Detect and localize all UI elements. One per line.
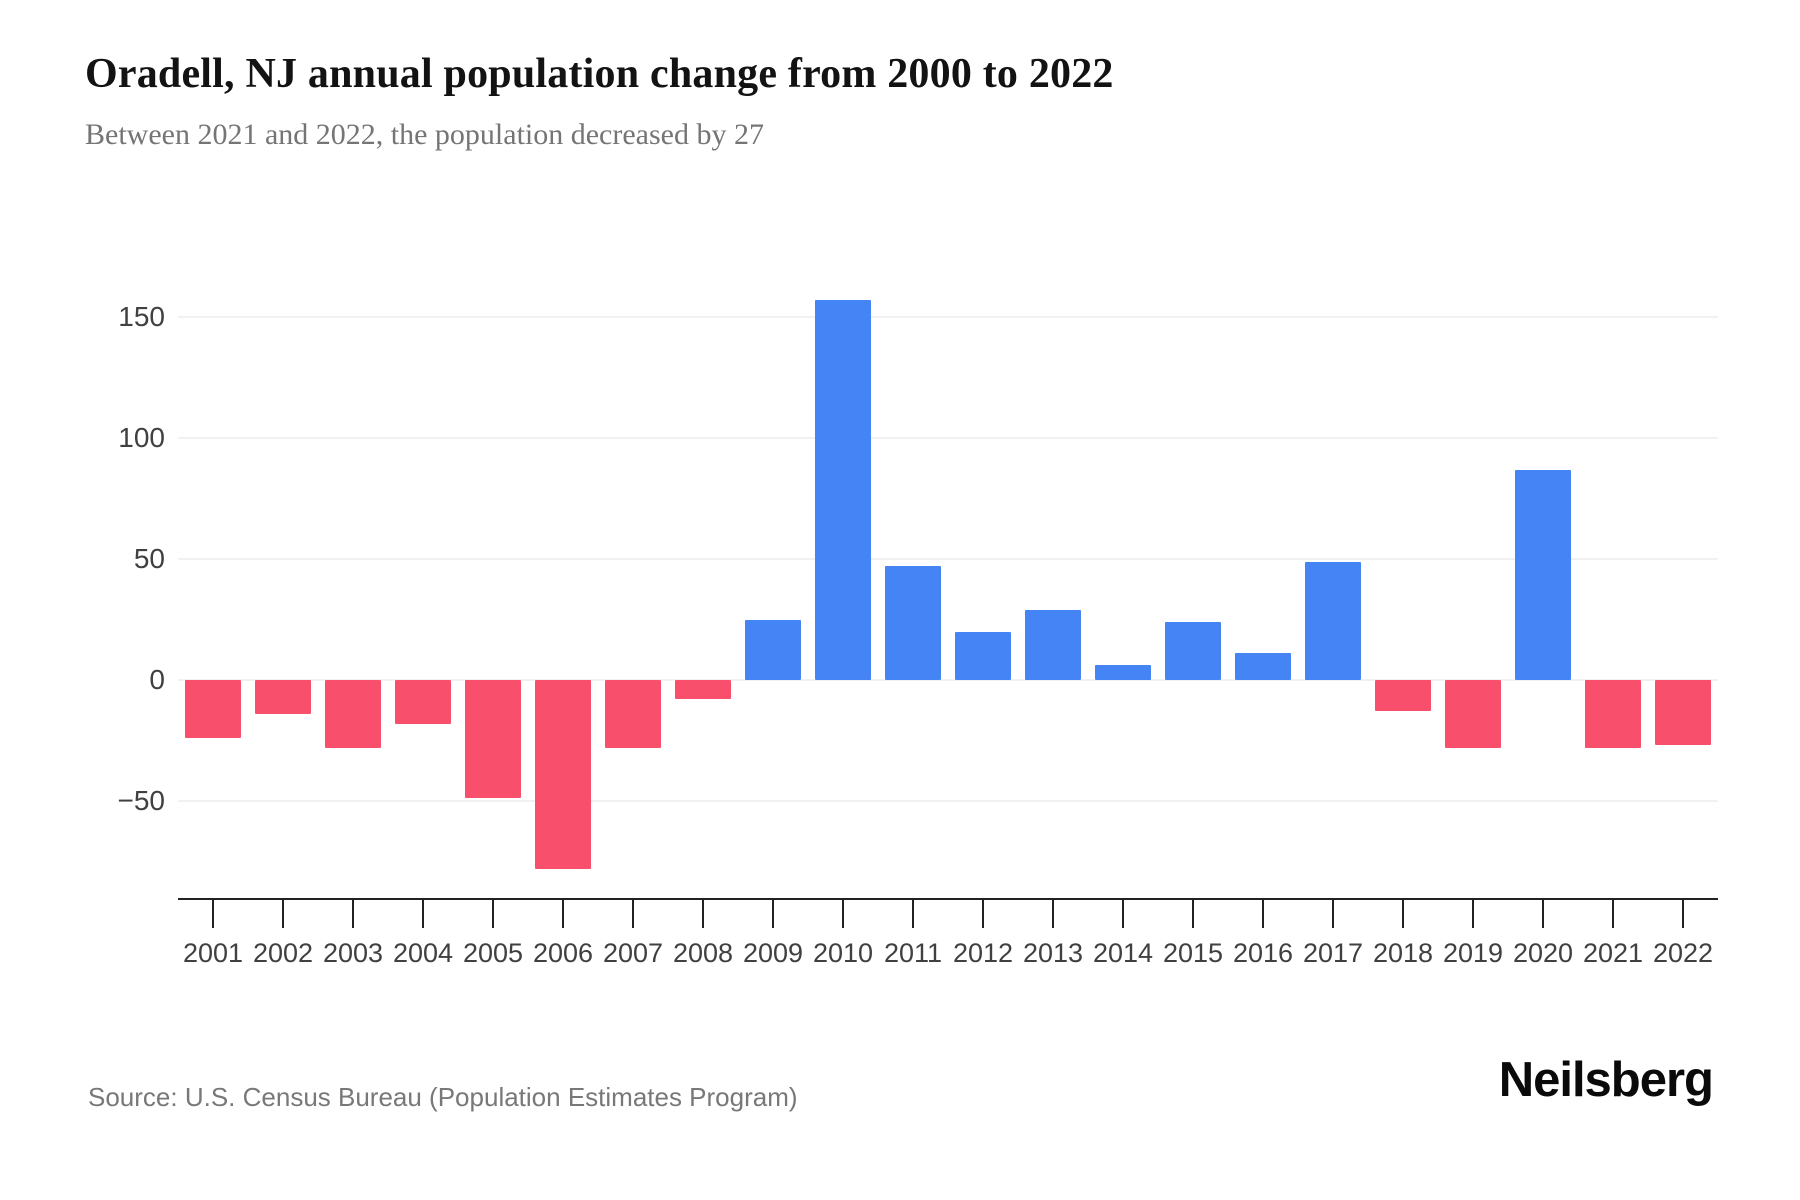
neilsberg-logo: Neilsberg: [1498, 1053, 1714, 1107]
x-tick-2005: [492, 900, 494, 928]
x-axis-label-2019: 2019: [1442, 938, 1504, 968]
x-tick-2012: [982, 900, 984, 928]
x-axis-label-2003: 2003: [322, 938, 384, 968]
gridline--50: [178, 799, 1718, 802]
bar-2006[interactable]: [535, 680, 591, 869]
bar-2016[interactable]: [1235, 653, 1291, 680]
bar-2012[interactable]: [955, 631, 1011, 680]
source-text: Source: U.S. Census Bureau (Population E…: [88, 1082, 798, 1112]
y-axis-label-100: 100: [118, 422, 165, 454]
x-axis-label-2013: 2013: [1022, 938, 1084, 968]
x-axis-label-2005: 2005: [462, 938, 524, 968]
bar-2003[interactable]: [325, 680, 381, 748]
x-tick-2002: [282, 900, 284, 928]
x-axis-label-2007: 2007: [602, 938, 664, 968]
x-tick-2003: [352, 900, 354, 928]
x-tick-2006: [562, 900, 564, 928]
bar-2018[interactable]: [1375, 680, 1431, 712]
x-axis-label-2006: 2006: [532, 938, 594, 968]
x-tick-2019: [1472, 900, 1474, 928]
bar-2001[interactable]: [185, 680, 241, 739]
bar-2015[interactable]: [1165, 621, 1221, 680]
bar-2007[interactable]: [605, 680, 661, 748]
x-tick-2021: [1612, 900, 1614, 928]
x-axis-label-2004: 2004: [392, 938, 454, 968]
gridline-150: [178, 316, 1718, 319]
bar-2017[interactable]: [1305, 561, 1361, 680]
bar-2021[interactable]: [1585, 680, 1641, 748]
bar-2014[interactable]: [1095, 665, 1151, 680]
x-axis-label-2002: 2002: [252, 938, 314, 968]
bar-2005[interactable]: [465, 680, 521, 799]
x-tick-2018: [1402, 900, 1404, 928]
y-axis-label-50: 50: [133, 543, 165, 575]
bar-2004[interactable]: [395, 680, 451, 724]
x-axis-label-2017: 2017: [1302, 938, 1364, 968]
x-tick-2015: [1192, 900, 1194, 928]
bar-2011[interactable]: [885, 566, 941, 680]
y-axis-label-150: 150: [118, 301, 165, 333]
x-axis-label-2016: 2016: [1232, 938, 1294, 968]
bar-2008[interactable]: [675, 680, 731, 700]
y-axis-label--50: −50: [117, 784, 166, 816]
x-axis-label-2014: 2014: [1092, 938, 1154, 968]
x-axis-label-2022: 2022: [1652, 938, 1714, 968]
x-axis-label-2015: 2015: [1162, 938, 1224, 968]
gridline-0: [178, 679, 1718, 681]
gridline-100: [178, 437, 1718, 440]
bar-2009[interactable]: [745, 619, 801, 680]
bar-chart-plot-area: 150 100 50 0 −50 2001 2002 2003 2004 2005 2006 2007…: [118, 240, 1718, 968]
x-axis-label-2021: 2021: [1582, 938, 1644, 968]
chart-subtitle: Between 2021 and 2022, the population de…: [85, 118, 764, 151]
x-tick-2020: [1542, 900, 1544, 928]
bar-2013[interactable]: [1025, 609, 1081, 680]
x-axis-label-2011: 2011: [883, 938, 943, 968]
x-axis-label-2012: 2012: [952, 938, 1014, 968]
x-tick-2007: [632, 900, 634, 928]
bar-2019[interactable]: [1445, 680, 1501, 748]
x-tick-2004: [422, 900, 424, 928]
gridline-50: [178, 558, 1718, 561]
x-tick-2016: [1262, 900, 1264, 928]
x-tick-2013: [1052, 900, 1054, 928]
bar-2022[interactable]: [1655, 680, 1711, 746]
x-axis-line: [178, 898, 1718, 900]
x-axis-label-2010: 2010: [812, 938, 874, 968]
chart-title: Oradell, NJ annual population change fro…: [85, 51, 1114, 97]
x-axis-label-2018: 2018: [1372, 938, 1434, 968]
bar-2010[interactable]: [815, 300, 871, 680]
x-tick-2014: [1122, 900, 1124, 928]
x-axis-label-2001: 2001: [182, 938, 244, 968]
x-tick-2017: [1332, 900, 1334, 928]
x-tick-2010: [842, 900, 844, 928]
y-axis-label-0: 0: [149, 664, 165, 695]
bar-2020[interactable]: [1515, 469, 1571, 680]
x-tick-2022: [1682, 900, 1684, 928]
x-tick-2009: [772, 900, 774, 928]
x-axis-label-2009: 2009: [742, 938, 804, 968]
x-axis-label-2008: 2008: [672, 938, 734, 968]
x-tick-2001: [212, 900, 214, 928]
x-axis-label-2020: 2020: [1512, 938, 1574, 968]
x-tick-2008: [702, 900, 704, 928]
x-tick-2011: [912, 900, 914, 928]
bar-2002[interactable]: [255, 680, 311, 714]
